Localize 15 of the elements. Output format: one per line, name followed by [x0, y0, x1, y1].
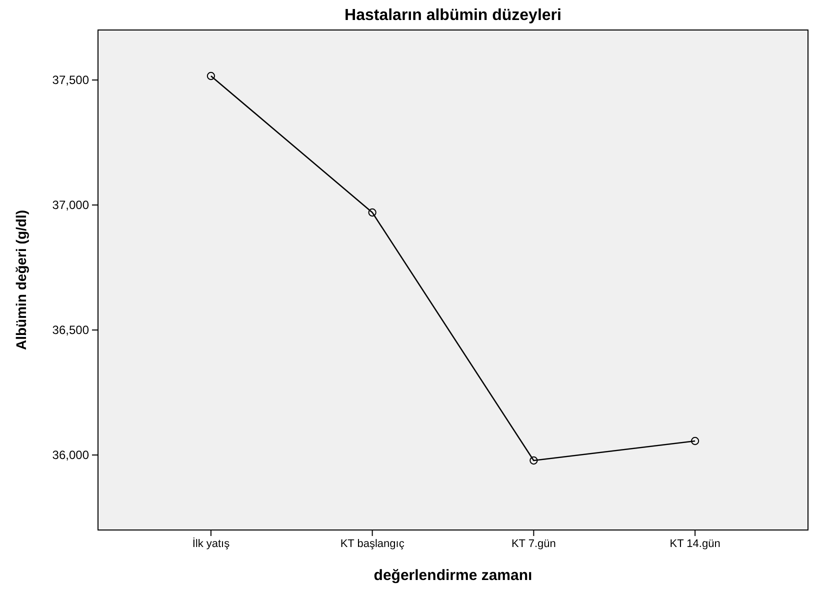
point: [206, 72, 216, 80]
x-tick-label: KT 7.gün: [511, 538, 556, 550]
x-tick-label: KT 14.gün: [670, 538, 720, 550]
point: [368, 208, 376, 217]
x-tick-label: KT başlangıç: [340, 538, 405, 550]
chart-title: Hastaların albümin düzeyleri: [344, 7, 562, 24]
point: [690, 436, 700, 446]
y-tick-label: 37,000: [52, 198, 90, 212]
x-axis-title: değerlendirme zamanı: [374, 567, 532, 584]
point: [530, 456, 538, 465]
y-tick-label: 36,500: [52, 322, 90, 337]
x-tick-label: İlk yatış: [192, 536, 230, 550]
y-tick-label: 36,000: [52, 448, 90, 462]
y-axis-title: Albümin değeri (g/dl): [13, 210, 29, 350]
y-tick-label: 37,500: [52, 72, 90, 87]
